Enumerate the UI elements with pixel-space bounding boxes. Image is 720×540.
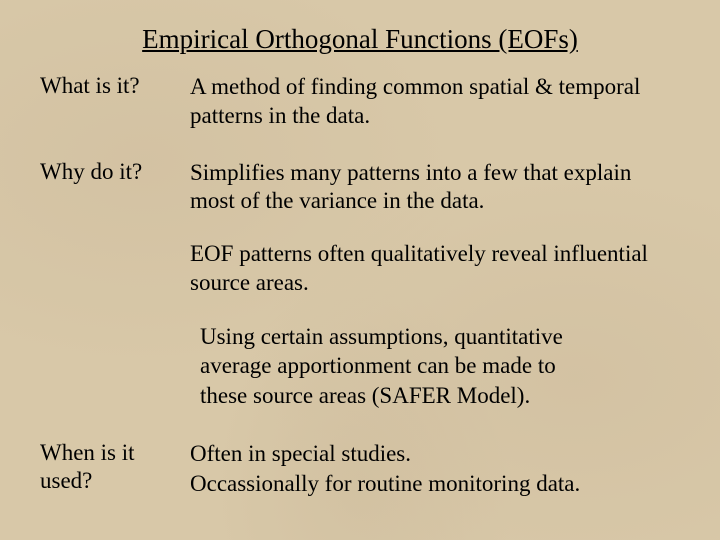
answer-why-group: Simplifies many patterns into a few that… xyxy=(190,159,680,322)
question-when: When is it used? xyxy=(40,439,190,494)
row-what: What is it? A method of finding common s… xyxy=(40,73,680,131)
question-why: Why do it? xyxy=(40,159,190,185)
row-why: Why do it? Simplifies many patterns into… xyxy=(40,159,680,322)
answer-when-line1: Often in special studies. xyxy=(190,439,680,469)
answer-when: Often in special studies. Occassionally … xyxy=(190,439,680,499)
slide-title: Empirical Orthogonal Functions (EOFs) xyxy=(40,24,680,55)
answer-why-3: Using certain assumptions, quantitative … xyxy=(200,322,580,412)
answer-why-2: EOF patterns often qualitatively reveal … xyxy=(190,240,680,298)
answer-why-1: Simplifies many patterns into a few that… xyxy=(190,159,680,217)
question-what: What is it? xyxy=(40,73,190,99)
answer-when-line2: Occassionally for routine monitoring dat… xyxy=(190,469,680,499)
answer-what: A method of finding common spatial & tem… xyxy=(190,73,680,131)
row-when: When is it used? Often in special studie… xyxy=(40,439,680,499)
slide-container: Empirical Orthogonal Functions (EOFs) Wh… xyxy=(0,0,720,519)
